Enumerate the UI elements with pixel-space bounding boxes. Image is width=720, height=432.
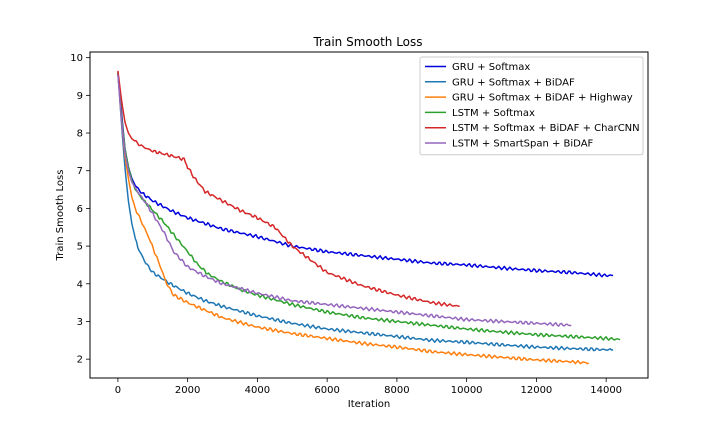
y-tick-label: 2	[77, 355, 83, 366]
chart-title: Train Smooth Loss	[312, 35, 422, 49]
legend-box	[419, 56, 644, 156]
x-tick-label: 10000	[451, 385, 483, 396]
legend-entry: LSTM + Softmax	[452, 108, 535, 119]
legend: GRU + Softmax GRU + Softmax + BiDAF GRU + …	[419, 56, 644, 156]
y-tick-label: 5	[77, 242, 83, 253]
x-tick-label: 4000	[245, 385, 270, 396]
series-line-3	[117, 72, 590, 365]
y-axis-label: Train Smooth Loss	[55, 170, 66, 262]
series-line-6	[117, 74, 572, 327]
series-line-1	[117, 72, 614, 278]
series-lines	[117, 70, 621, 365]
legend-entry: GRU + Softmax	[452, 62, 530, 73]
y-tick-label: 7	[77, 166, 83, 177]
y-tick-label: 10	[70, 53, 83, 64]
x-tick-label: 8000	[384, 385, 409, 396]
legend-entry: GRU + Softmax + BiDAF + Highway	[452, 93, 633, 104]
x-tick-label: 2000	[175, 385, 200, 396]
legend-entry: GRU + Softmax + BiDAF	[452, 77, 575, 88]
y-tick-label: 9	[77, 91, 83, 102]
plot-area-frame	[89, 51, 649, 379]
legend-entry: LSTM + SmartSpan + BiDAF	[452, 139, 594, 150]
x-axis-label: Iteration	[348, 399, 390, 410]
legend-entry: LSTM + Softmax + BiDAF + CharCNN	[452, 123, 640, 134]
x-tick-label: 12000	[520, 385, 552, 396]
series-line-2	[117, 72, 614, 352]
y-tick-label: 3	[77, 317, 83, 328]
series-line-5	[117, 70, 460, 308]
x-axis-ticks: 0 2000 4000 6000 8000 10000 12000 14000	[115, 378, 622, 396]
x-tick-label: 0	[115, 385, 121, 396]
x-tick-label: 6000	[314, 385, 339, 396]
series-line-4	[117, 72, 621, 341]
y-tick-label: 8	[77, 129, 83, 140]
x-tick-label: 14000	[590, 385, 622, 396]
y-tick-label: 6	[77, 204, 83, 215]
y-tick-label: 4	[77, 279, 83, 290]
y-axis-ticks: 2 3 4 5 6 7 8 9 10	[70, 53, 90, 366]
